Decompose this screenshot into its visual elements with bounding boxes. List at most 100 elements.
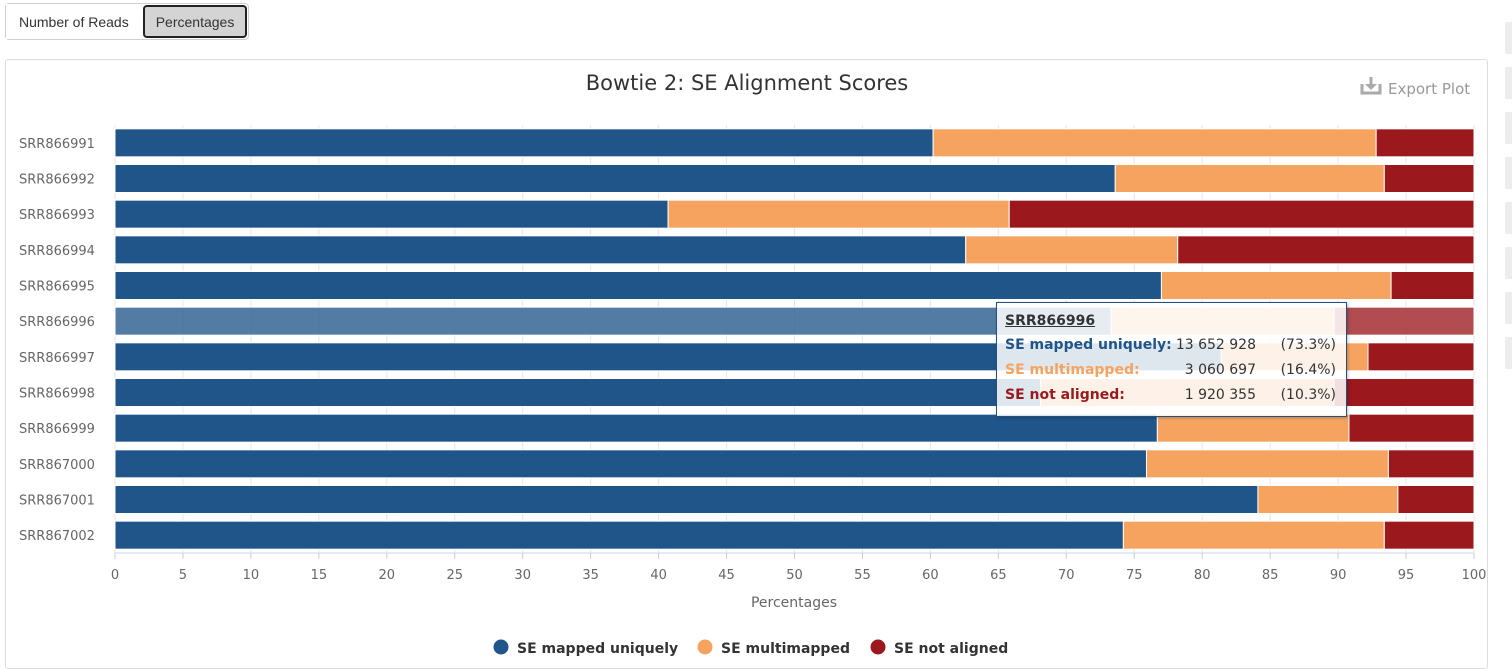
y-tick-label: SRR866993 bbox=[19, 208, 95, 223]
export-plot-button[interactable]: Export Plot bbox=[1360, 77, 1470, 98]
bar-segment[interactable] bbox=[667, 199, 1010, 229]
x-tick-label: 0 bbox=[111, 568, 119, 583]
side-toolbar-button[interactable] bbox=[1505, 22, 1512, 54]
x-tick-label: 90 bbox=[1330, 568, 1347, 583]
bar-segment[interactable] bbox=[1114, 164, 1385, 193]
tooltip-row: SE multimapped: 3 060 697 (16.4%) bbox=[1005, 362, 1336, 382]
tooltip-percentage: (16.4%) bbox=[1280, 362, 1336, 378]
x-tick-label: 85 bbox=[1262, 568, 1279, 583]
legend-marker bbox=[697, 639, 713, 655]
bar-segment[interactable] bbox=[1177, 235, 1475, 265]
legend-label: SE multimapped bbox=[721, 641, 850, 657]
x-tick-label: 10 bbox=[243, 568, 260, 583]
bar-segment[interactable] bbox=[1257, 485, 1399, 514]
x-tick-label: 95 bbox=[1398, 568, 1415, 583]
x-tick-label: 50 bbox=[786, 568, 803, 583]
bar-segment[interactable] bbox=[1145, 449, 1389, 479]
y-tick-label: SRR867002 bbox=[19, 529, 95, 544]
bar-segment[interactable] bbox=[114, 235, 967, 265]
side-toolbar-button[interactable] bbox=[1505, 292, 1512, 324]
tooltip-row: SE mapped uniquely: 13 652 928 (73.3%) bbox=[1005, 337, 1336, 357]
hover-tooltip: SRR866996 SE mapped uniquely: 13 652 928… bbox=[996, 302, 1347, 417]
bar-segment[interactable] bbox=[1122, 520, 1385, 550]
y-tick-label: SRR866994 bbox=[19, 244, 95, 259]
bar-segment[interactable] bbox=[1387, 449, 1475, 479]
x-tick-label: 40 bbox=[650, 568, 667, 583]
tooltip-series-name: SE mapped uniquely: bbox=[1005, 337, 1172, 353]
y-tick-label: SRR866997 bbox=[19, 351, 95, 366]
bar-segment[interactable] bbox=[114, 199, 669, 229]
x-tick-label: 100 bbox=[1462, 568, 1487, 583]
y-tick-label: SRR866999 bbox=[19, 422, 95, 437]
bar-segment[interactable] bbox=[1383, 520, 1475, 550]
bar-segment[interactable] bbox=[1008, 199, 1475, 229]
y-tick-label: SRR866995 bbox=[19, 280, 95, 295]
bar-segment[interactable] bbox=[1160, 271, 1392, 300]
bar-segment[interactable] bbox=[1156, 413, 1350, 443]
legend: SE mapped uniquely SE multimapped SE not a… bbox=[493, 639, 1009, 658]
side-toolbar-button[interactable] bbox=[1505, 157, 1512, 189]
legend-marker bbox=[493, 639, 509, 655]
legend-label: SE mapped uniquely bbox=[517, 641, 678, 657]
tooltip-value: 1 920 355 bbox=[1184, 387, 1256, 403]
x-tick-label: 5 bbox=[179, 568, 187, 583]
x-tick-label: 35 bbox=[582, 568, 599, 583]
bar-segment[interactable] bbox=[114, 271, 1162, 300]
bar-segment[interactable] bbox=[1333, 378, 1475, 407]
bar-segment[interactable] bbox=[114, 378, 1041, 407]
x-tick-label: 60 bbox=[922, 568, 939, 583]
x-tick-label: 30 bbox=[514, 568, 531, 583]
side-toolbar-button[interactable] bbox=[1505, 112, 1512, 144]
x-axis-label: Percentages bbox=[751, 595, 837, 611]
side-toolbar-button[interactable] bbox=[1505, 67, 1512, 99]
legend-item[interactable]: SE not aligned bbox=[870, 639, 1009, 658]
bar-segment[interactable] bbox=[1397, 485, 1475, 514]
tooltip-value: 13 652 928 bbox=[1175, 337, 1256, 353]
bar-segment[interactable] bbox=[1383, 164, 1475, 193]
side-toolbar-button[interactable] bbox=[1505, 202, 1512, 234]
bar-segment[interactable] bbox=[114, 485, 1259, 514]
x-tick-label: 45 bbox=[718, 568, 735, 583]
tooltip-value: 3 060 697 bbox=[1184, 362, 1256, 378]
chart-title: Bowtie 2: SE Alignment Scores bbox=[586, 71, 909, 95]
download-icon bbox=[1360, 77, 1382, 95]
tooltip-series-name: SE multimapped: bbox=[1005, 362, 1140, 378]
x-tick-label: 70 bbox=[1058, 568, 1075, 583]
export-plot-label: Export Plot bbox=[1388, 80, 1470, 98]
legend-item[interactable]: SE multimapped bbox=[697, 639, 850, 658]
bar-segment[interactable] bbox=[1348, 413, 1475, 443]
y-tick-label: SRR866991 bbox=[19, 137, 95, 152]
bar-segment[interactable] bbox=[114, 413, 1158, 443]
bar-segment[interactable] bbox=[932, 128, 1377, 158]
bar-segment[interactable] bbox=[114, 520, 1124, 550]
y-tick-label: SRR866996 bbox=[19, 315, 95, 330]
legend-item[interactable]: SE mapped uniquely bbox=[493, 639, 679, 658]
bar-segment[interactable] bbox=[114, 306, 1112, 336]
bar-segment[interactable] bbox=[114, 164, 1116, 193]
number-of-reads-button[interactable]: Number of Reads bbox=[6, 4, 142, 39]
x-tick-label: 15 bbox=[311, 568, 328, 583]
x-tick-label: 55 bbox=[854, 568, 871, 583]
legend-marker bbox=[870, 639, 886, 655]
tooltip-row: SE not aligned: 1 920 355 (10.3%) bbox=[1005, 387, 1336, 407]
y-tick-label: SRR867001 bbox=[19, 494, 95, 509]
bar-segment[interactable] bbox=[114, 128, 934, 158]
percentages-button[interactable]: Percentages bbox=[142, 5, 248, 38]
y-tick-label: SRR866998 bbox=[19, 387, 95, 402]
bar-segment[interactable] bbox=[965, 235, 1179, 265]
tooltip-percentage: (10.3%) bbox=[1280, 387, 1336, 403]
bar-segment[interactable] bbox=[1367, 342, 1475, 372]
tooltip-series-name: SE not aligned: bbox=[1005, 387, 1125, 403]
side-toolbar-button[interactable] bbox=[1505, 337, 1512, 369]
tooltip-sample-name: SRR866996 bbox=[1005, 313, 1096, 329]
bar-segment[interactable] bbox=[114, 449, 1147, 479]
tooltip-percentage: (73.3%) bbox=[1280, 337, 1336, 353]
side-toolbar-button[interactable] bbox=[1505, 247, 1512, 279]
bar-segment[interactable] bbox=[1390, 271, 1475, 300]
y-tick-label: SRR866992 bbox=[19, 173, 95, 188]
x-tick-label: 80 bbox=[1194, 568, 1211, 583]
plot-mode-toggle: Number of Reads Percentages bbox=[5, 3, 250, 40]
bar-segment[interactable] bbox=[1375, 128, 1475, 158]
x-tick-label: 75 bbox=[1126, 568, 1143, 583]
x-tick-label: 25 bbox=[446, 568, 463, 583]
